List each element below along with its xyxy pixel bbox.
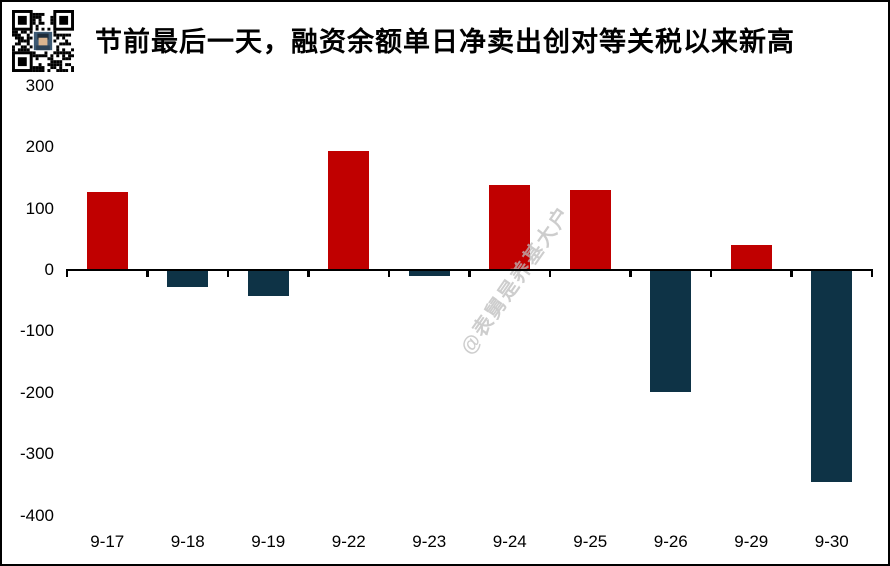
bar-9-18 xyxy=(167,270,209,287)
x-axis-tick xyxy=(548,269,552,277)
qr-code-icon xyxy=(12,10,74,72)
x-axis-tick xyxy=(870,269,874,277)
x-axis-tick xyxy=(307,269,310,277)
y-axis-tick-label: 0 xyxy=(44,260,54,279)
y-axis-tick-label: -400 xyxy=(19,505,54,525)
x-axis-category-label: 9-22 xyxy=(331,532,366,551)
bar-9-19 xyxy=(247,270,289,297)
bar-9-29 xyxy=(730,244,772,270)
x-axis-line xyxy=(67,268,872,272)
x-axis-tick xyxy=(790,269,793,277)
x-axis-tick xyxy=(146,269,149,277)
y-axis-tick-label: -100 xyxy=(19,321,54,341)
bar-9-23 xyxy=(408,270,450,277)
x-axis-tick xyxy=(629,269,632,277)
x-axis-tick xyxy=(387,269,391,277)
x-axis-category-label: 9-26 xyxy=(653,532,688,551)
x-axis-tick xyxy=(65,269,69,277)
bar-9-30 xyxy=(811,270,853,483)
x-axis-category-label: 9-18 xyxy=(170,532,205,551)
y-axis-tick-label: 200 xyxy=(25,137,54,157)
y-axis-tick-label: -200 xyxy=(19,382,54,402)
x-axis-category-label: 9-30 xyxy=(814,532,849,551)
x-axis-tick xyxy=(468,269,471,277)
x-axis-category-label: 9-17 xyxy=(90,532,125,551)
bar-9-26 xyxy=(650,270,692,392)
y-axis-tick-label: 300 xyxy=(25,75,54,95)
bar-9-17 xyxy=(86,192,128,270)
x-axis-category-label: 9-25 xyxy=(573,532,608,551)
y-axis-tick-label: -300 xyxy=(19,444,54,464)
bar-9-22 xyxy=(328,151,370,270)
y-axis-tick-label: 100 xyxy=(25,198,54,218)
x-axis-tick xyxy=(709,269,713,277)
x-axis-category-label: 9-19 xyxy=(251,532,286,551)
chart-title: 节前最后一天，融资余额单日净卖出创对等关税以来新高 xyxy=(95,27,795,57)
x-axis-tick xyxy=(226,269,230,277)
x-axis-category-label: 9-29 xyxy=(734,532,769,551)
x-axis-category-label: 9-23 xyxy=(412,532,447,551)
bar-9-25 xyxy=(569,189,611,270)
bar-9-24 xyxy=(489,184,531,270)
x-axis-category-label: 9-24 xyxy=(492,532,527,551)
